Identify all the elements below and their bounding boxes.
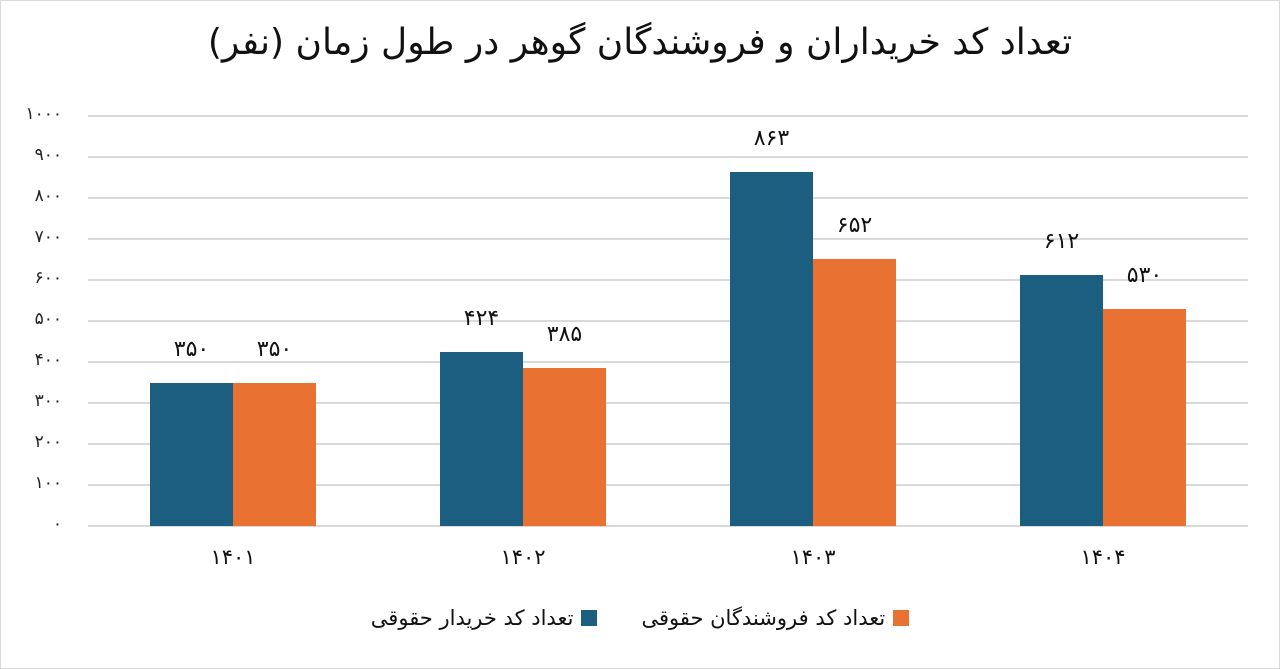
gridline <box>88 443 1248 445</box>
y-tick-label: ۱۰۰ <box>34 473 62 493</box>
gridline <box>88 402 1248 404</box>
y-tick-label: ۰ <box>52 514 62 534</box>
legend-label: تعداد کد فروشندگان حقوقی <box>641 606 886 630</box>
bar-sellers <box>523 368 606 526</box>
gridline <box>88 197 1248 199</box>
bar-buyers <box>150 382 233 526</box>
gridline <box>88 320 1248 322</box>
legend-swatch-blue <box>581 610 598 626</box>
bar-buyers <box>1020 275 1103 526</box>
data-label: ۸۶۳ <box>753 126 790 152</box>
y-tick-label: ۲۰۰ <box>34 432 62 452</box>
y-tick-label: ۸۰۰ <box>34 186 62 206</box>
bar-sellers <box>813 258 896 526</box>
legend-swatch-orange <box>893 610 910 626</box>
plot-area: ۳۵۰ ۳۵۰ ۴۲۴ ۳۸۵ ۸۶۳ ۶۵۲ ۶۱۲ ۵۳۰ <box>88 115 1248 527</box>
y-tick-label: ۳۰۰ <box>34 391 62 411</box>
data-label: ۳۸۵ <box>546 322 583 348</box>
bar-sellers <box>233 382 316 526</box>
x-tick-label: ۱۴۰۲ <box>500 545 546 569</box>
gridline <box>88 115 1248 117</box>
bar-sellers <box>1103 308 1186 526</box>
data-label: ۳۵۰ <box>256 336 293 362</box>
bar-buyers <box>730 172 813 526</box>
gridline <box>88 279 1248 281</box>
y-tick-label: ۷۰۰ <box>34 227 62 247</box>
data-label: ۵۳۰ <box>1126 262 1163 288</box>
legend-item-buyers: تعداد کد خریدار حقوقی <box>371 606 598 630</box>
gridline <box>88 238 1248 240</box>
legend-label: تعداد کد خریدار حقوقی <box>370 606 574 630</box>
legend-item-sellers: تعداد کد فروشندگان حقوقی <box>641 606 910 630</box>
x-tick-label: ۱۴۰۳ <box>790 545 836 569</box>
data-label: ۳۵۰ <box>173 336 210 362</box>
data-label: ۴۲۴ <box>463 306 500 332</box>
y-tick-label: ۶۰۰ <box>34 268 62 288</box>
gridline <box>88 525 1248 527</box>
gridline <box>88 156 1248 158</box>
x-tick-label: ۱۴۰۱ <box>210 545 256 569</box>
chart-title: تعداد کد خریداران و فروشندگان گوهر در طو… <box>207 22 1073 63</box>
data-label: ۶۵۲ <box>836 212 873 238</box>
bar-buyers <box>440 352 523 526</box>
y-tick-label: ۵۰۰ <box>34 309 62 329</box>
data-label: ۶۱۲ <box>1043 229 1080 255</box>
gridline <box>88 484 1248 486</box>
y-tick-label: ۱۰۰۰ <box>25 104 62 124</box>
legend: تعداد کد فروشندگان حقوقی تعداد کد خریدار… <box>0 606 1280 630</box>
x-tick-label: ۱۴۰۴ <box>1080 545 1126 569</box>
y-tick-label: ۴۰۰ <box>34 350 62 370</box>
y-tick-label: ۹۰۰ <box>34 145 62 165</box>
gridline <box>88 361 1248 363</box>
